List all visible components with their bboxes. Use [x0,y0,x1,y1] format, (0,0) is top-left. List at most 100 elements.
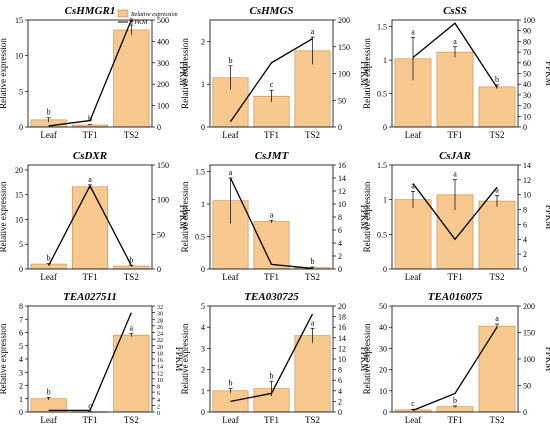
category-label: Leaf [222,130,238,140]
left-tick-label: 1 [201,387,205,396]
left-tick-label: 2 [19,382,23,391]
right-tick-label: 22 [157,338,163,344]
y2-axis-label: FPKM [359,347,369,372]
right-tick-label: 400 [157,37,169,46]
right-tick-label: 8 [338,213,342,222]
plot-frame [27,164,153,270]
right-tick-label: 14 [157,365,163,371]
left-tick-label: 10 [15,215,23,224]
right-tick-label: 30 [157,312,163,318]
y-axis-label: Relative expression [0,181,8,252]
right-tick-label: 500 [157,16,169,25]
left-tick-label: 15 [15,191,23,200]
right-tick-label: 8 [157,385,160,391]
category-label: TS2 [124,415,139,425]
y2-axis-label: FPKM [359,61,369,86]
y-axis-label: Relative expression [180,323,190,394]
bar-ts2 [294,335,331,413]
right-tick-label: 6 [523,220,527,229]
right-tick-label: 0 [523,265,527,274]
significance-label: b [47,254,51,263]
right-tick-label: 20 [523,102,531,111]
left-tick-label: 0 [383,265,387,274]
right-tick-label: 100 [157,102,169,111]
right-tick-label: 8 [523,206,527,215]
category-label: Leaf [40,272,56,282]
category-label: TF1 [82,272,97,282]
right-tick-label: 90 [523,27,531,36]
category-label: Leaf [222,272,238,282]
right-tick-label: 200 [157,80,169,89]
legend: Relative expression FPKM [117,9,178,26]
right-tick-label: 6 [338,226,342,235]
left-tick-label: 2 [201,37,205,46]
chart-title: CsJMT [255,150,290,162]
bar-tf1 [71,186,109,270]
chart-title: CsHMGR1 [65,5,116,17]
bar-ts2 [478,325,516,413]
chart-panel-1: bLeafbTF1aTS20510150100200300400500Relat… [0,5,188,140]
right-tick-label: 16 [338,323,346,332]
right-tick-label: 18 [157,351,163,357]
left-tick-label: 20 [15,166,23,175]
right-tick-label: 0 [338,123,342,132]
y2-axis-label: FPKM [544,347,550,372]
left-tick-label: 0.5 [377,90,387,99]
category-label: TF1 [447,130,462,140]
right-tick-label: 2 [523,250,527,259]
chart-panel-5: a Leaf a TF1 b TS2 0 0.5 1 1.5 0 2 4 6 8 10 12 14 16 Relati… [180,150,369,282]
right-tick-label: 14 [338,334,346,343]
category-label: Leaf [405,272,421,282]
left-tick-label: 0 [19,408,23,417]
right-tick-label: 100 [523,355,535,364]
y2-axis-label: FPKM [544,205,550,230]
right-tick-label: 8 [338,366,342,375]
left-tick-label: 5 [201,302,205,311]
right-tick-label: 0 [523,123,527,132]
y2-axis-label: FPKM [178,61,188,86]
bar-ts2 [478,86,516,128]
y-axis-label: Relative expression [362,323,372,394]
left-tick-label: 8 [19,302,23,311]
right-tick-label: 200 [523,302,535,311]
fpkm-line [229,38,313,123]
left-tick-label: 5 [19,342,23,351]
right-tick-label: 18 [338,313,346,322]
right-tick-label: 12 [338,187,346,196]
category-label: Leaf [405,130,421,140]
chart-title: TEA016075 [428,291,483,303]
y-axis-label: Relative expression [0,323,8,394]
significance-label: a [411,181,415,190]
right-tick-label: 10 [157,378,163,384]
chart-panel-2: b Leaf c TF1 a TS2 0 1 2 0 50 100 150 200 Relative exp… [180,5,369,140]
category-label: TF1 [82,130,97,140]
left-tick-label: 3 [19,368,23,377]
right-tick-label: 2 [338,397,342,406]
bar-ts2 [478,200,516,270]
right-tick-label: 20 [157,345,163,351]
left-tick-label: 0 [201,123,205,132]
right-tick-label: 10 [338,355,346,364]
bar-ts2 [113,334,150,413]
right-tick-label: 16 [157,358,163,364]
y-axis-label: Relative expression [180,181,190,252]
right-tick-label: 0 [157,265,161,274]
y-axis-label: Relative expression [362,38,372,109]
left-tick-label: 1.5 [195,168,205,177]
significance-label: b [129,256,133,265]
significance-label: a [311,318,315,327]
left-tick-label: 4 [19,355,23,364]
chart-panel-4: b Leaf a TF1 b TS2 0 5 10 15 20 0 50 100 150 Relative e… [0,150,188,282]
right-tick-label: 10 [523,112,531,121]
fpkm-line [229,177,313,269]
right-tick-label: 4 [157,398,160,404]
left-tick-label: 1 [383,56,387,65]
y2-axis-label: FPKM [174,347,184,372]
category-label: TS2 [305,272,320,282]
right-tick-label: 12 [157,371,163,377]
right-tick-label: 0 [338,265,342,274]
category-label: TS2 [489,415,504,425]
left-tick-label: 0 [19,265,23,274]
significance-label: a [453,37,457,46]
left-tick-label: 0 [201,265,205,274]
